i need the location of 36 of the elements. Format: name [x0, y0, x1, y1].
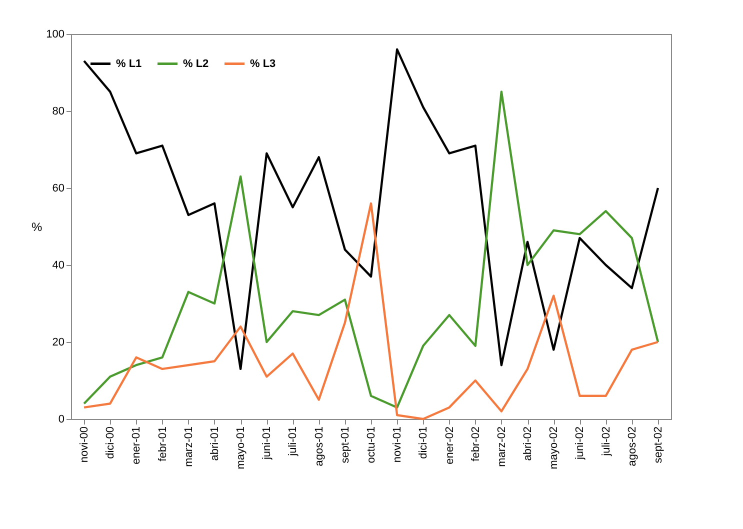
x-tick-label: febr-01 [156, 426, 169, 462]
x-tick-label: dici-00 [104, 426, 117, 459]
x-tick-label: marz-02 [496, 426, 508, 467]
x-tick-label: sept-01 [339, 426, 352, 464]
x-tick-label: juli-02 [600, 426, 612, 457]
legend-label: % L3 [250, 58, 276, 70]
x-tick-label: marz-01 [182, 426, 195, 467]
x-tick-label: octu-01 [366, 426, 378, 464]
x-tick-label: agos-02 [626, 426, 638, 466]
x-tick-label: agos-01 [313, 426, 326, 466]
y-tick-label: 20 [52, 336, 64, 348]
x-tick-label: abri-02 [522, 426, 534, 461]
y-tick-label: 80 [52, 106, 64, 118]
x-tick-label: abri-01 [208, 426, 221, 461]
x-tick-label: juni-02 [574, 426, 586, 461]
x-tick-label: febr-02 [470, 426, 482, 462]
y-tick-label: 40 [52, 260, 64, 272]
y-tick-label: 60 [52, 182, 64, 194]
x-tick-label: novi-00 [78, 426, 91, 463]
y-tick-label: 0 [58, 414, 64, 426]
x-tick-label: juni-01 [261, 426, 274, 461]
x-tick-label: mayo-02 [548, 426, 560, 470]
line-series [82, 202, 660, 420]
legend-label: % L1 [116, 58, 142, 70]
x-tick-label: sept-02 [652, 426, 664, 464]
x-tick-label: mayo-01 [235, 426, 248, 470]
x-tick-label: novi-01 [392, 426, 404, 463]
x-tick-label: ener-02 [444, 426, 456, 464]
line-series [82, 90, 660, 409]
x-tick-label: dici-01 [418, 426, 430, 459]
line-series [82, 48, 660, 370]
y-tick-label: 100 [46, 28, 64, 40]
y-axis-title: % [31, 220, 42, 234]
x-tick-label: juli-01 [287, 426, 300, 457]
legend-label: % L2 [183, 58, 209, 70]
x-tick-label: ener-01 [130, 426, 143, 464]
